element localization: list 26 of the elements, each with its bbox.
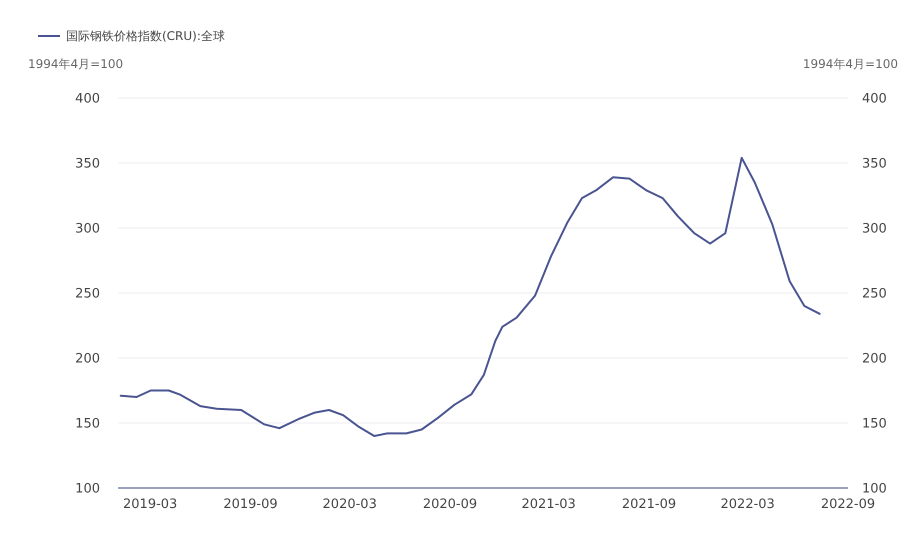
x-tick-label: 2020-03 — [322, 497, 377, 512]
x-tick-label: 2020-09 — [422, 497, 478, 512]
y-tick-label: 400 — [75, 92, 100, 107]
x-tick-label: 2019-03 — [123, 497, 178, 512]
y2-tick-label: 200 — [862, 352, 887, 367]
legend-label: 国际钢铁价格指数(CRU):全球 — [66, 29, 225, 44]
x-tick-label: 2019-09 — [223, 497, 278, 512]
y2-axis-title: 1994年4月=100 — [802, 57, 898, 71]
y-tick-label: 300 — [75, 222, 100, 237]
y-tick-label: 200 — [75, 352, 100, 367]
x-tick-label: 2021-03 — [522, 497, 576, 512]
y2-tick-label: 300 — [862, 222, 887, 237]
y-tick-label: 250 — [75, 286, 100, 302]
x-tick-label: 2022-03 — [720, 497, 775, 512]
y2-tick-label: 100 — [862, 482, 887, 497]
y2-tick-label: 250 — [862, 286, 887, 302]
y-tick-label: 150 — [75, 416, 100, 432]
y-axis-title: 1994年4月=100 — [28, 57, 124, 71]
x-tick-label: 2022-09 — [820, 497, 876, 512]
y2-tick-label: 350 — [862, 156, 887, 172]
y2-tick-label: 400 — [862, 92, 887, 107]
x-tick-label: 2021-09 — [622, 497, 676, 512]
y2-tick-label: 150 — [862, 416, 887, 432]
y-tick-label: 350 — [75, 156, 100, 172]
y-tick-label: 100 — [75, 482, 100, 497]
line-series — [120, 156, 821, 437]
